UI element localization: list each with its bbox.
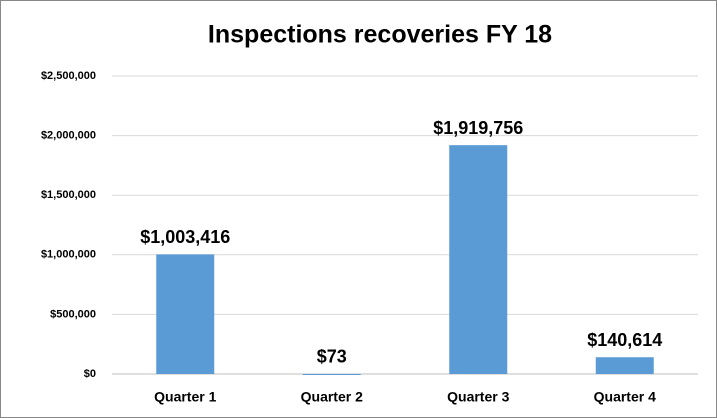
value-label: $1,003,416 [140, 227, 230, 247]
y-tick-label: $1,000,000 [41, 249, 96, 261]
bar [302, 373, 361, 375]
value-label: $1,919,756 [433, 118, 523, 138]
bar [595, 357, 654, 374]
x-tick-label: Quarter 3 [447, 389, 509, 405]
y-tick-label: $500,000 [50, 308, 96, 320]
x-tick-label: Quarter 4 [594, 389, 656, 405]
x-tick-label: Quarter 1 [154, 389, 216, 405]
y-tick-label: $0 [84, 368, 96, 380]
value-label: $73 [317, 347, 347, 367]
x-tick-label: Quarter 2 [301, 389, 363, 405]
bar [156, 254, 215, 374]
y-tick-label: $2,500,000 [41, 70, 96, 82]
value-label: $140,614 [587, 330, 662, 350]
y-tick-label: $1,500,000 [41, 189, 96, 201]
bar [449, 145, 508, 374]
y-tick-label: $2,000,000 [41, 130, 96, 142]
chart-title: Inspections recoveries FY 18 [208, 21, 552, 49]
